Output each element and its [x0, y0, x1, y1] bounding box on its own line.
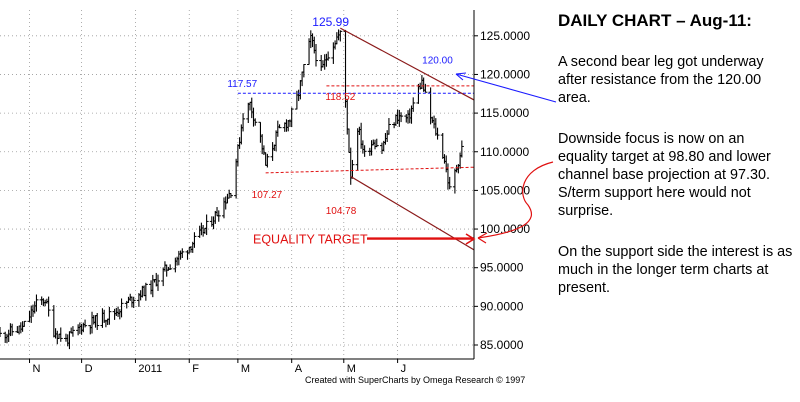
y-tick-label: 105.0000 — [480, 183, 530, 197]
y-tick-label: 95.0000 — [480, 261, 524, 275]
x-tick-label: N — [33, 363, 41, 375]
level-label-125-99: 125.99 — [312, 15, 349, 29]
resistance-callout-arrowhead — [455, 72, 467, 81]
level-labels: EQUALITY TARGET 125.99 117.57 118.52 107.27 1… — [227, 15, 453, 246]
x-tick-label: A — [295, 363, 303, 375]
chart-commentary-title: DAILY CHART – Aug-11: — [558, 11, 752, 30]
resistance-callout-arrow — [455, 73, 557, 103]
target-callout-arrow — [477, 161, 554, 239]
equality-target-label: EQUALITY TARGET — [253, 232, 368, 246]
price-bars — [0, 29, 464, 350]
commentary-paragraph-2: Downside focus is now on an equality tar… — [558, 131, 771, 219]
x-tick-label: F — [192, 363, 199, 375]
level-label-120-00: 120.00 — [422, 55, 453, 66]
level-label-117-57: 117.57 — [227, 79, 257, 90]
y-tick-label: 115.0000 — [480, 106, 529, 120]
commentary-paragraph-1: A second bear leg got underway after res… — [558, 54, 764, 106]
support-line-107-27 — [265, 166, 475, 174]
x-tick-label: M — [241, 363, 250, 375]
level-label-104-78: 104.78 — [326, 206, 357, 217]
level-label-118-52: 118.52 — [325, 92, 355, 103]
x-tick-label: D — [85, 363, 93, 375]
x-tick-label: J — [401, 363, 407, 375]
y-tick-label: 110.0000 — [480, 145, 529, 159]
x-tick-label: M — [347, 363, 356, 375]
y-tick-label: 100.0000 — [480, 222, 530, 236]
channel-upper-line — [340, 27, 475, 101]
chart-credit: Created with SuperCharts by Omega Resear… — [305, 375, 526, 385]
level-label-107-27: 107.27 — [252, 190, 283, 201]
x-tick-label: 2011 — [138, 363, 162, 375]
equality-target-arrow — [367, 233, 476, 245]
y-tick-label: 85.0000 — [480, 338, 524, 352]
commentary-paragraph-3: On the support side the interest is as m… — [558, 244, 793, 296]
y-tick-label: 120.0000 — [480, 67, 530, 81]
chart-axes: 85.0000 90.0000 95.0000 100.0000 105.0000 110… — [0, 10, 530, 375]
target-callout-arrowhead — [477, 232, 488, 244]
y-tick-label: 125.0000 — [480, 29, 530, 43]
y-tick-label: 90.0000 — [480, 299, 524, 313]
